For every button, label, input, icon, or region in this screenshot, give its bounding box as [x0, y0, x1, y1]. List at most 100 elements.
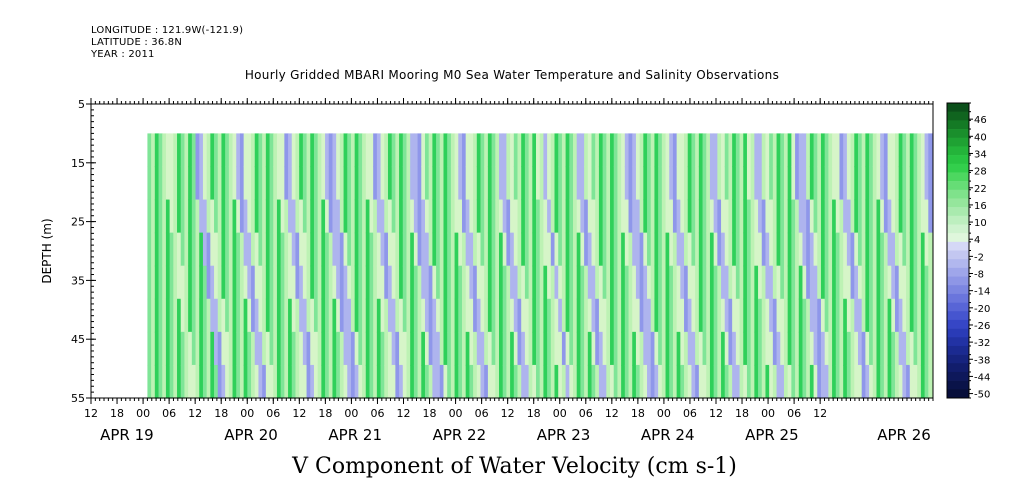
heatmap-cell	[262, 265, 267, 300]
heatmap-cell	[447, 331, 452, 366]
heatmap-cell	[206, 298, 211, 333]
heatmap-cell	[635, 133, 641, 168]
heatmap-cell	[684, 298, 689, 333]
heatmap-cell	[543, 166, 548, 201]
heatmap-cell	[743, 364, 748, 399]
heatmap-cell	[317, 331, 322, 366]
heatmap-cell	[828, 298, 833, 333]
heatmap-cell	[476, 199, 482, 234]
x-hour-label: 18	[110, 407, 124, 420]
heatmap-cell	[228, 166, 234, 201]
heatmap-cell	[173, 364, 178, 399]
heatmap-cell	[554, 331, 559, 366]
heatmap-cell	[684, 331, 689, 366]
heatmap-cell	[802, 199, 807, 234]
heatmap-cell	[499, 232, 504, 267]
heatmap-cell	[343, 331, 348, 366]
heatmap-cell	[691, 265, 696, 300]
heatmap-cell	[902, 166, 907, 201]
heatmap-cell	[273, 364, 278, 399]
heatmap-cell	[421, 298, 426, 333]
heatmap-cell	[691, 364, 696, 399]
heatmap-cell	[624, 265, 630, 300]
heatmap-cell	[706, 331, 711, 366]
heatmap-cell	[162, 232, 167, 267]
heatmap-cell	[247, 265, 252, 300]
heatmap-cell	[325, 232, 330, 267]
heatmap-cell	[632, 298, 637, 333]
heatmap-cell	[295, 265, 300, 300]
heatmap-cell	[291, 232, 297, 267]
heatmap-cell	[695, 298, 700, 333]
heatmap-cell	[447, 232, 452, 267]
heatmap-cell	[158, 298, 163, 333]
heatmap-cell	[154, 133, 160, 168]
heatmap-cell	[173, 133, 178, 168]
heatmap-cell	[872, 166, 878, 201]
heatmap-cell	[780, 265, 785, 300]
heatmap-cell	[735, 364, 741, 399]
heatmap-cell	[310, 166, 315, 201]
heatmap-cell	[876, 199, 881, 234]
heatmap-cell	[480, 331, 485, 366]
heatmap-cell	[709, 364, 715, 399]
heatmap-cell	[151, 166, 156, 201]
heatmap-cell	[413, 133, 419, 168]
heatmap-cell	[524, 199, 530, 234]
heatmap-cell	[180, 265, 186, 300]
heatmap-cell	[380, 199, 385, 234]
heatmap-cell	[724, 364, 730, 399]
heatmap-cell	[743, 298, 748, 333]
heatmap-cell	[843, 331, 848, 366]
heatmap-cell	[776, 265, 781, 300]
heatmap-cell	[632, 166, 637, 201]
heatmap-cell	[358, 199, 363, 234]
heatmap-cell	[328, 331, 334, 366]
heatmap-cell	[299, 232, 304, 267]
heatmap-cell	[850, 331, 855, 366]
x-date-label: APR 21	[328, 426, 382, 444]
heatmap-cell	[850, 265, 855, 300]
heatmap-cell	[924, 298, 929, 333]
heatmap-cell	[917, 364, 922, 399]
heatmap-cell	[428, 232, 433, 267]
heatmap-cell	[724, 133, 730, 168]
heatmap-cell	[454, 199, 459, 234]
heatmap-cell	[399, 364, 404, 399]
heatmap-cell	[191, 298, 197, 333]
heatmap-cell	[928, 199, 933, 234]
heatmap-cell	[832, 265, 837, 300]
heatmap-cell	[365, 199, 371, 234]
heatmap-cell	[909, 298, 915, 333]
heatmap-cell	[783, 265, 789, 300]
heatmap-cell	[443, 166, 448, 201]
heatmap-cell	[310, 331, 315, 366]
heatmap-cell	[854, 199, 859, 234]
heatmap-cell	[672, 232, 678, 267]
heatmap-cell	[684, 133, 689, 168]
x-axis: 12 18 00 06 12 18 00 06 12 18 00 06 12 18 00 06 12 18 00 06…	[84, 98, 934, 444]
heatmap-cell	[839, 232, 844, 267]
heatmap-cell	[369, 232, 374, 267]
heatmap-cell	[865, 265, 870, 300]
heatmap-cell	[598, 199, 604, 234]
colorbar-label: -14	[974, 287, 990, 298]
heatmap-cell	[739, 265, 744, 300]
x-hour-label: 06	[579, 407, 593, 420]
heatmap-cell	[917, 166, 922, 201]
heatmap-cell	[214, 166, 219, 201]
heatmap-cell	[184, 364, 189, 399]
heatmap-cell	[202, 265, 208, 300]
x-date-label: APR 22	[433, 426, 487, 444]
heatmap-cell	[624, 331, 630, 366]
heatmap-cell	[258, 364, 263, 399]
heatmap-cell	[869, 298, 874, 333]
heatmap-cell	[906, 331, 911, 366]
heatmap-cell	[291, 265, 297, 300]
heatmap-cell	[484, 364, 489, 399]
heatmap-cell	[791, 331, 796, 366]
heatmap-cell	[432, 331, 437, 366]
heatmap-cell	[228, 364, 234, 399]
heatmap-cell	[558, 166, 563, 201]
heatmap-cell	[461, 199, 467, 234]
